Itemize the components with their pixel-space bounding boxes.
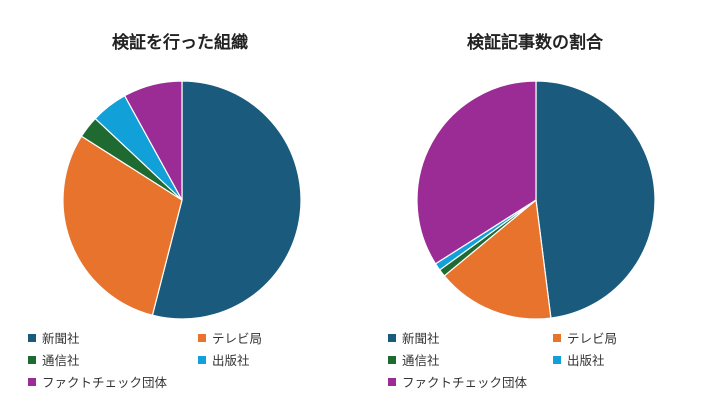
legend-item-factcheck: ファクトチェック団体 (388, 372, 527, 391)
legend-swatch (28, 355, 36, 364)
pie-slice-tv (62, 135, 183, 316)
legend-swatch (388, 377, 396, 386)
legend-label: 出版社 (567, 353, 605, 368)
legend-label: ファクトチェック団体 (42, 375, 168, 390)
legend-swatch (553, 333, 561, 342)
legend-swatch (388, 333, 396, 342)
legend-label: 通信社 (42, 353, 80, 368)
pie-slice-factcheck (416, 80, 537, 265)
legend-item-newspaper: 新聞社 (28, 328, 80, 347)
pie-slice-factcheck (123, 80, 183, 201)
legend-swatch (198, 333, 206, 342)
pie-chart (62, 80, 302, 320)
legend-label: 新聞社 (42, 331, 80, 346)
pie-chart (416, 80, 656, 320)
legend-swatch (198, 355, 206, 364)
legend-label: 新聞社 (402, 331, 440, 346)
pie-slice-newspaper (535, 80, 656, 319)
legend-swatch (553, 355, 561, 364)
legend-label: テレビ局 (567, 331, 618, 346)
chart-title: 検証記事数の割合 (467, 33, 603, 53)
legend-item-newspaper: 新聞社 (388, 328, 440, 347)
legend-item-news-agency: 通信社 (28, 350, 80, 369)
pie-slice-newspaper (151, 80, 302, 320)
legend-label: 出版社 (212, 353, 250, 368)
legend-swatch (28, 333, 36, 342)
legend-swatch (28, 377, 36, 386)
legend-item-factcheck: ファクトチェック団体 (28, 372, 167, 391)
legend-label: ファクトチェック団体 (402, 375, 528, 390)
legend-item-publisher: 出版社 (553, 350, 605, 369)
legend-item-tv: テレビ局 (553, 328, 617, 347)
legend-item-publisher: 出版社 (198, 350, 250, 369)
legend-label: テレビ局 (212, 331, 263, 346)
legend-item-tv: テレビ局 (198, 328, 262, 347)
chart-articles: 検証記事数の割合 新聞社 テレビ局 通信社 出版社 ファクトチェック団体 (355, 0, 715, 405)
pie-slice-tv (443, 198, 552, 320)
legend-item-news-agency: 通信社 (388, 350, 440, 369)
legend-swatch (388, 355, 396, 364)
legend-label: 通信社 (402, 353, 440, 368)
chart-title: 検証を行った組織 (112, 33, 248, 53)
chart-organizations: 検証を行った組織 新聞社 テレビ局 通信社 出版社 ファクトチェック団体 (28, 33, 302, 391)
